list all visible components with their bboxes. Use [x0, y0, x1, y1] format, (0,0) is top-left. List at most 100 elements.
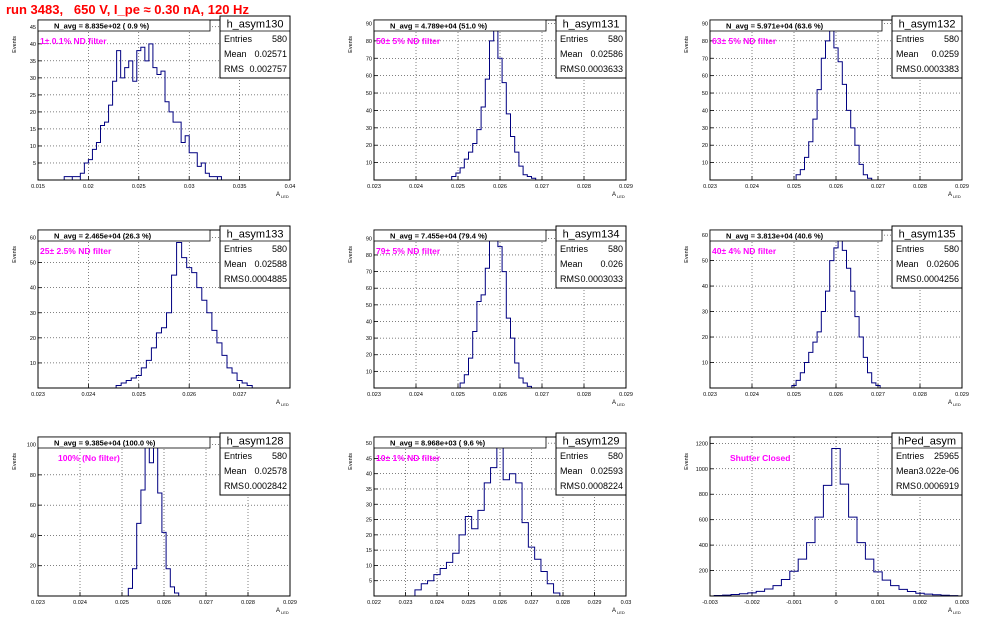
x-tick-label: 0.003 — [955, 600, 969, 606]
stats-label: Entries — [896, 244, 925, 254]
y-tick-label: 10 — [702, 161, 708, 167]
x-axis-subscript: LED — [617, 610, 625, 615]
x-tick-label: -0.001 — [786, 600, 802, 606]
navg-box — [709, 229, 883, 242]
y-tick-label: 50 — [366, 441, 372, 447]
y-tick-label: 1000 — [696, 467, 708, 473]
y-tick-label: 80 — [702, 39, 708, 45]
y-tick-label: 70 — [366, 270, 372, 276]
x-axis-subscript: LED — [281, 402, 289, 407]
stats-label: Entries — [560, 244, 589, 254]
stats-value: 0.02593 — [590, 466, 623, 476]
navg-box — [37, 19, 211, 32]
filter-label: 25± 2.5% ND filter — [40, 246, 112, 256]
x-tick-label: 0.025 — [132, 184, 146, 190]
histogram-line — [38, 43, 290, 181]
histogram-panel-h_asym134: 0.023 0.024 0.025 0.026 0.027 0.028 0.029 10 20 3… — [348, 225, 633, 407]
x-axis-title: A — [948, 192, 952, 198]
x-axis-title: A — [276, 608, 280, 614]
stats-box — [891, 432, 963, 496]
y-tick-label: 10 — [366, 161, 372, 167]
stats-label: Entries — [224, 34, 253, 44]
x-tick-label: 0.025 — [132, 392, 146, 398]
filter-label: 1± 0.1% ND filter — [40, 36, 107, 46]
x-tick-label: 0.002 — [913, 600, 927, 606]
y-tick-label: 15 — [366, 548, 372, 554]
y-tick-label: 70 — [702, 56, 708, 62]
y-tick-label: 15 — [30, 127, 36, 133]
y-tick-label: 20 — [702, 143, 708, 149]
y-tick-label: 25 — [30, 93, 36, 99]
y-axis-title: Events — [348, 453, 354, 470]
x-tick-label: -0.002 — [744, 600, 760, 606]
x-tick-label: 0.028 — [241, 600, 255, 606]
stats-label: Mean — [224, 49, 247, 59]
x-tick-label: 0.027 — [535, 184, 549, 190]
y-tick-label: 45 — [30, 25, 36, 31]
stats-value: 580 — [944, 244, 959, 254]
x-tick-label: 0.025 — [462, 600, 476, 606]
x-tick-label: 0.026 — [829, 392, 843, 398]
x-tick-label: 0.027 — [199, 600, 213, 606]
y-tick-label: 20 — [30, 336, 36, 342]
x-tick-label: 0.028 — [577, 392, 591, 398]
x-axis-title: A — [276, 400, 280, 406]
stats-value: 0.02571 — [254, 49, 287, 59]
filter-label: 40± 4% ND filter — [712, 246, 777, 256]
y-tick-label: 20 — [366, 533, 372, 539]
x-tick-label: 0.025 — [451, 392, 465, 398]
filter-label: 50± 5% ND filter — [376, 36, 441, 46]
stats-label: Mean — [896, 49, 919, 59]
stats-value: 0.0259 — [931, 49, 959, 59]
x-tick-label: 0.03 — [621, 600, 632, 606]
y-axis-title: Events — [684, 36, 690, 53]
stats-label: Entries — [896, 34, 925, 44]
stats-label: Mean — [224, 259, 247, 269]
x-tick-label: -0.003 — [702, 600, 718, 606]
y-tick-label: 30 — [366, 502, 372, 508]
navg-box — [373, 19, 547, 32]
navg-box — [373, 436, 547, 449]
y-tick-label: 600 — [699, 518, 708, 524]
histogram-line — [38, 436, 290, 597]
x-tick-label: 0.035 — [233, 184, 247, 190]
y-tick-label: 50 — [702, 259, 708, 265]
x-tick-label: 0.029 — [588, 600, 602, 606]
stats-label: Entries — [224, 451, 253, 461]
y-tick-label: 80 — [366, 253, 372, 259]
y-tick-label: 10 — [30, 361, 36, 367]
x-tick-label: 0.027 — [535, 392, 549, 398]
x-tick-label: 0.023 — [367, 392, 381, 398]
stats-value: 0.02586 — [590, 49, 623, 59]
stats-value: 0.0002842 — [244, 481, 287, 491]
y-tick-label: 50 — [30, 261, 36, 267]
stats-label: Mean — [560, 259, 583, 269]
navg-label: N_avg = 8.968e+03 ( 9.6 %) — [390, 439, 486, 448]
x-tick-label: 0.03 — [184, 184, 195, 190]
y-tick-label: 40 — [702, 284, 708, 290]
y-tick-label: 30 — [30, 311, 36, 317]
navg-label: N_avg = 5.971e+04 (63.6 %) — [726, 22, 824, 31]
x-tick-label: 0.027 — [871, 392, 885, 398]
stats-value: 580 — [608, 451, 623, 461]
y-axis-title: Events — [12, 453, 18, 470]
stats-box — [219, 432, 291, 496]
y-tick-label: 40 — [30, 533, 36, 539]
stats-value: 3.022e-06 — [918, 466, 959, 476]
x-tick-label: 0.02 — [83, 184, 94, 190]
stats-title: h_asym130 — [227, 19, 284, 31]
y-tick-label: 30 — [366, 336, 372, 342]
y-tick-label: 70 — [366, 56, 372, 62]
x-tick-label: 0.023 — [703, 184, 717, 190]
stats-value: 580 — [608, 244, 623, 254]
navg-box — [37, 229, 211, 242]
x-tick-label: 0.023 — [31, 392, 45, 398]
y-axis-title: Events — [348, 36, 354, 53]
navg-label: N_avg = 2.465e+04 (26.3 %) — [54, 232, 152, 241]
y-axis-title: Events — [12, 246, 18, 263]
x-axis-subscript: LED — [281, 610, 289, 615]
stats-label: RMS — [896, 274, 916, 284]
y-tick-label: 20 — [366, 353, 372, 359]
y-tick-label: 50 — [366, 303, 372, 309]
x-tick-label: 0 — [834, 600, 837, 606]
